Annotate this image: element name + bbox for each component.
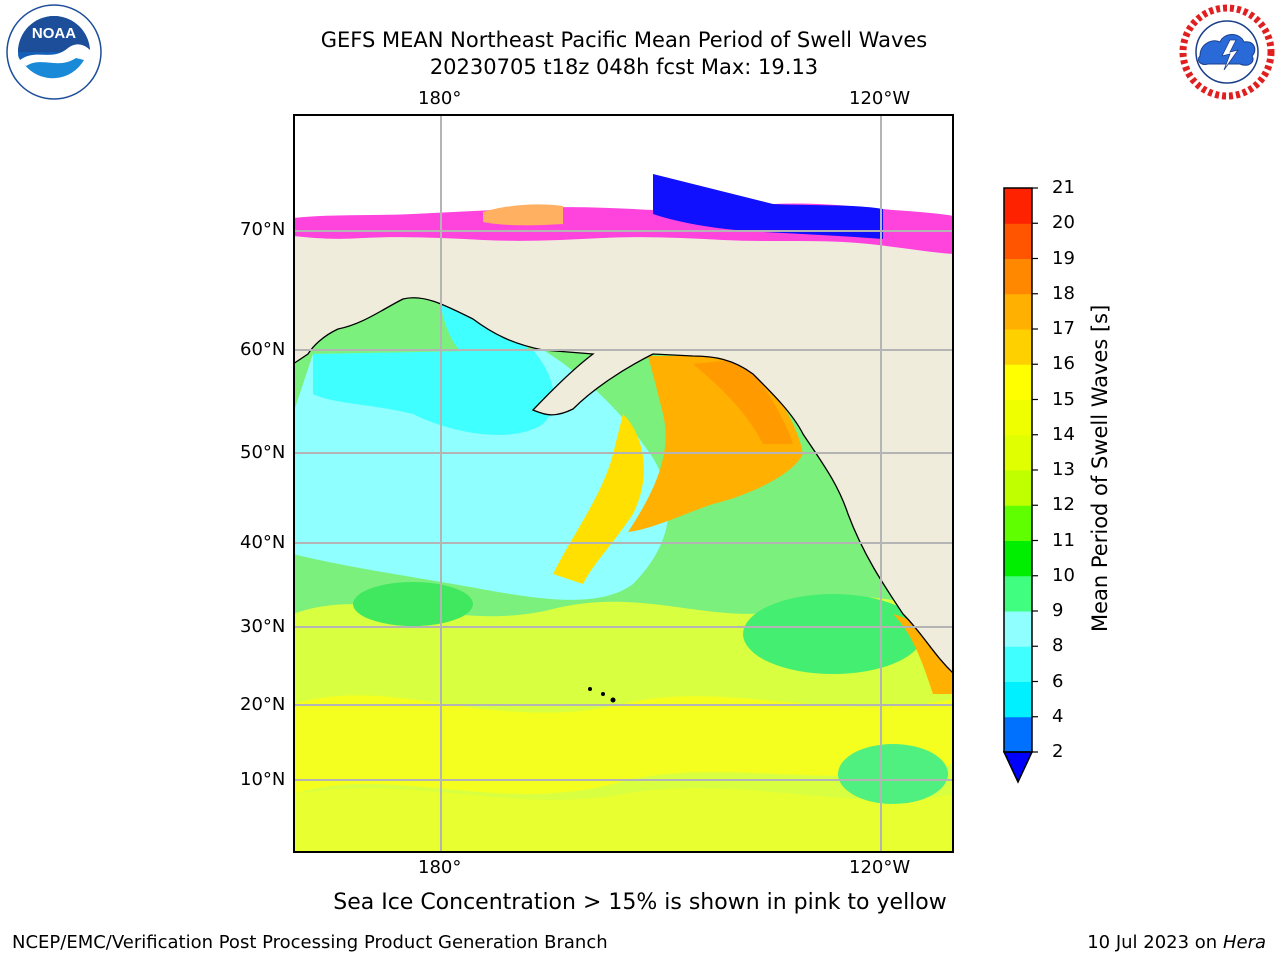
colorbar-tick: 4 bbox=[1052, 705, 1064, 727]
nws-logo bbox=[1178, 4, 1276, 100]
colorbar-segment bbox=[1004, 434, 1032, 471]
field-orange-core bbox=[693, 359, 793, 444]
island-hawaii-2 bbox=[601, 692, 605, 696]
field-patch-green-east bbox=[743, 594, 923, 674]
sea-ice-edge-orange bbox=[483, 204, 563, 226]
colorbar-segment bbox=[1004, 364, 1032, 400]
lon-label-bottom-180: 180° bbox=[418, 857, 462, 878]
colorbar-under-arrow bbox=[1002, 751, 1034, 784]
colorbar-tick: 15 bbox=[1052, 388, 1075, 410]
plot-subtitle: 20230705 t18z 048h fcst Max: 19.13 bbox=[429, 55, 819, 79]
colorbar-segment bbox=[1004, 540, 1032, 577]
field-band-south bbox=[293, 788, 954, 853]
field-cyan-bering bbox=[313, 350, 554, 435]
colorbar-segment bbox=[1004, 716, 1032, 753]
colorbar-tick: 17 bbox=[1052, 318, 1075, 339]
lat-label-30n: 30°N bbox=[240, 616, 286, 637]
footer-date: 10 Jul 2023 on Hera bbox=[1087, 932, 1266, 953]
colorbar-tick: 2 bbox=[1052, 741, 1064, 762]
colorbar-segment bbox=[1004, 646, 1032, 682]
footer-date-text: 10 Jul 2023 on bbox=[1087, 932, 1223, 953]
colorbar-tick: 20 bbox=[1052, 212, 1075, 234]
lat-label-60n: 60°N bbox=[240, 339, 286, 360]
colorbar-tick: 6 bbox=[1052, 670, 1064, 692]
colorbar-segment bbox=[1004, 611, 1032, 647]
lon-label-top-120w: 120°W bbox=[849, 88, 911, 109]
colorbar-tick: 14 bbox=[1052, 423, 1075, 445]
plot-title: GEFS MEAN Northeast Pacific Mean Period … bbox=[320, 28, 928, 52]
colorbar-tick: 8 bbox=[1052, 635, 1064, 657]
blue-field-beaufort bbox=[653, 174, 883, 239]
colorbar-tick: 19 bbox=[1052, 247, 1075, 269]
colorbar-segment bbox=[1004, 575, 1032, 612]
colorbar-segment bbox=[1004, 399, 1032, 436]
lon-label-top-180: 180° bbox=[418, 88, 462, 109]
lat-label-40n: 40°N bbox=[240, 532, 286, 553]
lat-label-10n: 10°N bbox=[240, 769, 286, 790]
colorbar-tick: 10 bbox=[1052, 564, 1075, 586]
colorbar-tick: 13 bbox=[1052, 459, 1075, 480]
colorbar-tick: 12 bbox=[1052, 494, 1075, 516]
lat-label-20n: 20°N bbox=[240, 694, 286, 715]
map-frame bbox=[293, 114, 954, 853]
colorbar-tick-labels: 2 4 6 8 9 10 11 12 13 14 15 16 17 18 19 20 21 bbox=[1052, 0, 1112, 960]
lat-label-70n: 70°N bbox=[240, 219, 286, 240]
colorbar-tick: 21 bbox=[1052, 177, 1075, 198]
colorbar-segment bbox=[1004, 223, 1032, 259]
map-gridlines bbox=[293, 114, 954, 853]
sea-ice-note: Sea Ice Concentration > 15% is shown in … bbox=[333, 890, 947, 915]
colorbar-tick: 18 bbox=[1052, 282, 1075, 304]
field-orange-california bbox=[893, 614, 954, 694]
colorbar-segment bbox=[1004, 329, 1032, 365]
footer-host: Hera bbox=[1222, 932, 1266, 953]
noaa-logo: NOAA bbox=[6, 4, 102, 100]
colorbar-segment bbox=[1004, 188, 1032, 224]
colorbar-tick: 16 bbox=[1052, 353, 1075, 375]
field-yellow-ridge bbox=[553, 414, 644, 584]
colorbar-segment bbox=[1004, 505, 1032, 541]
colorbar-segment bbox=[1004, 681, 1032, 718]
swell-period-map bbox=[293, 114, 954, 853]
colorbar-segment bbox=[1004, 258, 1032, 295]
field-band-yellow bbox=[293, 695, 954, 794]
lon-label-bottom-120w: 120°W bbox=[849, 857, 911, 878]
field-patch-green bbox=[353, 582, 473, 626]
field-patch-green-se bbox=[838, 744, 948, 804]
colorbar-segment bbox=[1004, 470, 1032, 506]
colorbar-segment bbox=[1004, 293, 1032, 330]
colorbar bbox=[1000, 186, 1040, 786]
island-hawaii-3 bbox=[610, 697, 616, 703]
lat-label-50n: 50°N bbox=[240, 442, 286, 463]
land-north-america-asia bbox=[293, 114, 954, 675]
colorbar-title: Mean Period of Swell Waves [s] bbox=[1088, 304, 1112, 632]
noaa-logo-text: NOAA bbox=[32, 25, 76, 42]
footer-credit: NCEP/EMC/Verification Post Processing Pr… bbox=[12, 932, 608, 953]
island-hawaii-1 bbox=[588, 687, 592, 691]
colorbar-tick: 9 bbox=[1052, 600, 1064, 621]
colorbar-tick: 11 bbox=[1052, 529, 1075, 551]
